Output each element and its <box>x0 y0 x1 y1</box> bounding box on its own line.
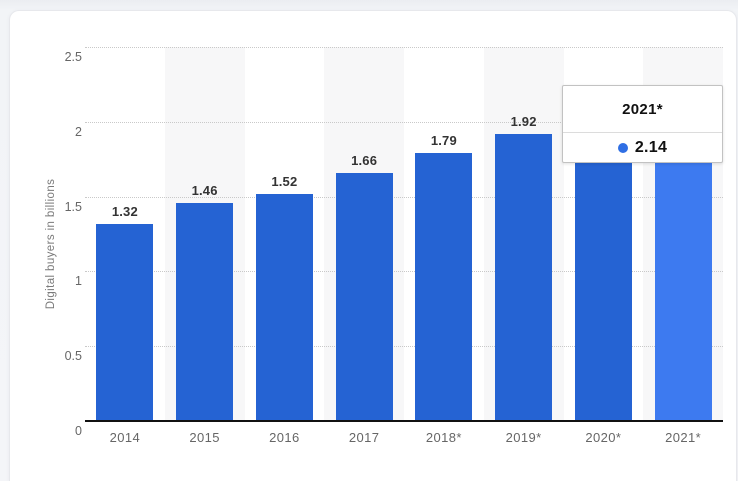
x-axis-label: 2017 <box>348 430 380 445</box>
y-axis: 0 0.5 1 1.5 2 2.5 <box>10 50 82 438</box>
x-axis-label: 2016 <box>269 430 300 445</box>
bar-2014[interactable] <box>96 223 154 421</box>
gridline <box>85 47 723 48</box>
gridline <box>85 196 723 198</box>
x-axis-label: 2021* <box>665 430 702 445</box>
y-axis-tick-label: 2 <box>75 124 82 139</box>
x-axis-label: 2018* <box>425 430 462 445</box>
gridline <box>85 346 723 348</box>
bar-2016[interactable] <box>255 193 313 421</box>
gridline <box>85 121 723 123</box>
bar-value-label: 1.66 <box>351 152 378 168</box>
tooltip-value: 2.14 <box>634 138 668 156</box>
tooltip-title: 2021* <box>622 100 663 118</box>
x-axis-label: 2015 <box>189 430 220 445</box>
y-axis-tick-label: 0.5 <box>64 349 82 364</box>
bar-2019*[interactable] <box>495 133 553 421</box>
x-axis-label: 2014 <box>109 430 141 445</box>
bar-value-label: 1.52 <box>271 173 298 189</box>
tooltip-body: 2.14 <box>563 132 722 162</box>
y-axis-tick-label: 0 <box>75 424 82 438</box>
y-axis-tick-label: 1 <box>75 274 82 289</box>
y-axis-tick-label: 2.5 <box>64 50 82 64</box>
plot-area: 1.32 2014 1.46 2015 1.52 2016 1.66 2017 1.79 2018… <box>85 47 723 445</box>
bar-2017[interactable] <box>335 172 393 421</box>
bar-2015[interactable] <box>176 202 234 421</box>
x-axis-line <box>85 420 723 422</box>
bar-value-label: 1.46 <box>191 182 218 198</box>
series-dot-icon <box>617 142 628 153</box>
tooltip: 2021* 2.14 <box>562 85 723 163</box>
bar-value-label: 1.92 <box>510 113 537 129</box>
bar-value-label: 1.32 <box>111 203 138 219</box>
y-axis-tick-label: 1.5 <box>64 199 82 214</box>
bar-2018*[interactable] <box>415 153 473 421</box>
gridline <box>85 271 723 273</box>
bar-2020*[interactable] <box>574 114 632 421</box>
bar-value-label: 1.79 <box>430 133 457 149</box>
x-axis-label: 2019* <box>505 430 542 445</box>
x-axis-label: 2020* <box>585 430 622 445</box>
